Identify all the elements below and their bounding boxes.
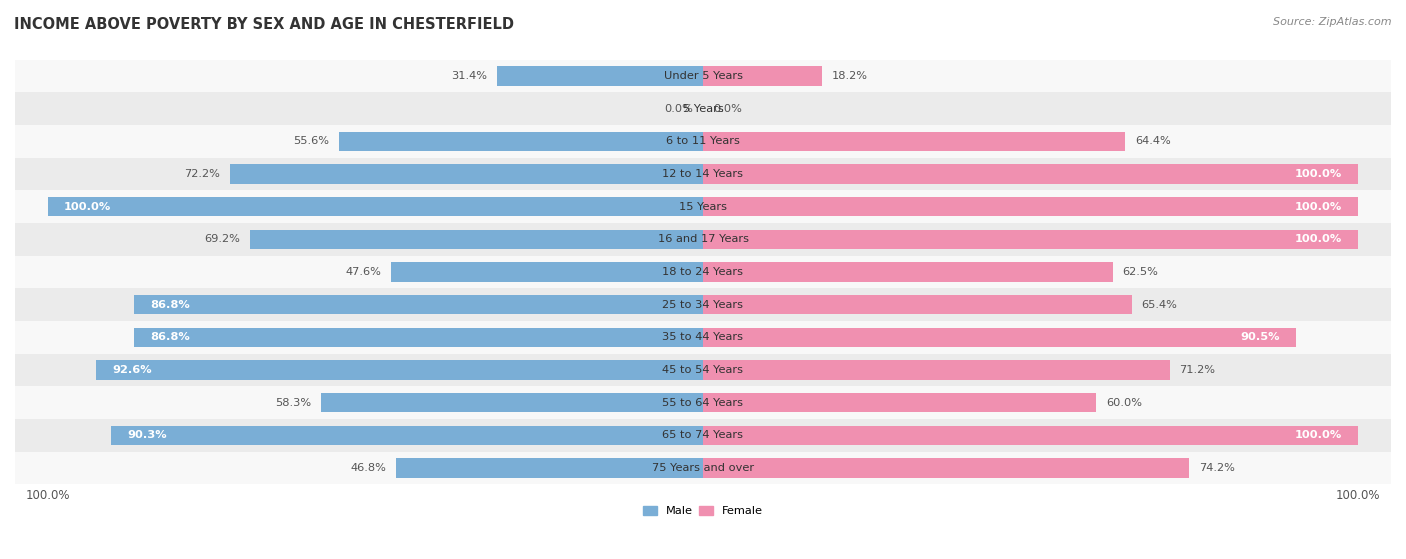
Bar (703, 393, 1097, 413)
Text: 12 to 14 Years: 12 to 14 Years (662, 169, 744, 179)
Text: 69.2%: 69.2% (204, 234, 240, 244)
Text: 90.5%: 90.5% (1240, 332, 1279, 342)
Bar (498, 67, 703, 86)
Text: 18 to 24 Years: 18 to 24 Years (662, 267, 744, 277)
Text: 47.6%: 47.6% (346, 267, 381, 277)
Bar (15, 60, 1391, 92)
Text: 25 to 34 Years: 25 to 34 Years (662, 300, 744, 310)
Text: 0.0%: 0.0% (664, 104, 693, 113)
Bar (15, 452, 1391, 484)
Bar (96, 360, 703, 380)
Text: 60.0%: 60.0% (1107, 397, 1142, 408)
Bar (703, 164, 1358, 184)
Bar (391, 262, 703, 282)
Bar (15, 223, 1391, 255)
Bar (703, 458, 1189, 478)
Text: 18.2%: 18.2% (832, 71, 868, 81)
Bar (703, 360, 1170, 380)
Bar (15, 419, 1391, 452)
Text: 100.0%: 100.0% (1295, 234, 1341, 244)
Bar (703, 425, 1358, 445)
Bar (231, 164, 703, 184)
Text: 6 to 11 Years: 6 to 11 Years (666, 136, 740, 146)
Bar (134, 328, 703, 347)
Text: 55 to 64 Years: 55 to 64 Years (662, 397, 744, 408)
Text: 100.0%: 100.0% (1295, 169, 1341, 179)
Legend: Male, Female: Male, Female (638, 501, 768, 521)
Bar (703, 67, 823, 86)
Bar (703, 197, 1358, 216)
Bar (15, 92, 1391, 125)
Bar (15, 288, 1391, 321)
Text: 86.8%: 86.8% (150, 300, 190, 310)
Bar (339, 131, 703, 151)
Text: 100.0%: 100.0% (65, 202, 111, 212)
Text: 75 Years and over: 75 Years and over (652, 463, 754, 473)
Text: 72.2%: 72.2% (184, 169, 221, 179)
Bar (111, 425, 703, 445)
Bar (15, 354, 1391, 386)
Bar (703, 131, 1125, 151)
Text: 58.3%: 58.3% (276, 397, 311, 408)
Text: 31.4%: 31.4% (451, 71, 488, 81)
Bar (703, 262, 1112, 282)
Bar (321, 393, 703, 413)
Text: 5 Years: 5 Years (683, 104, 723, 113)
Bar (15, 386, 1391, 419)
Text: 15 Years: 15 Years (679, 202, 727, 212)
Text: 45 to 54 Years: 45 to 54 Years (662, 365, 744, 375)
Text: Source: ZipAtlas.com: Source: ZipAtlas.com (1274, 17, 1392, 27)
Text: 16 and 17 Years: 16 and 17 Years (658, 234, 748, 244)
Bar (396, 458, 703, 478)
Text: 86.8%: 86.8% (150, 332, 190, 342)
Bar (703, 328, 1296, 347)
Text: Under 5 Years: Under 5 Years (664, 71, 742, 81)
Text: 62.5%: 62.5% (1122, 267, 1159, 277)
Text: 65 to 74 Years: 65 to 74 Years (662, 430, 744, 440)
Bar (703, 230, 1358, 249)
Text: 55.6%: 55.6% (292, 136, 329, 146)
Text: 65.4%: 65.4% (1142, 300, 1177, 310)
Bar (250, 230, 703, 249)
Bar (15, 125, 1391, 158)
Text: 74.2%: 74.2% (1199, 463, 1234, 473)
Text: 64.4%: 64.4% (1135, 136, 1171, 146)
Text: 92.6%: 92.6% (112, 365, 152, 375)
Bar (48, 197, 703, 216)
Text: 100.0%: 100.0% (1295, 202, 1341, 212)
Text: 100.0%: 100.0% (1295, 430, 1341, 440)
Bar (15, 158, 1391, 191)
Bar (15, 191, 1391, 223)
Bar (703, 295, 1132, 315)
Bar (134, 295, 703, 315)
Text: 90.3%: 90.3% (128, 430, 167, 440)
Bar (15, 255, 1391, 288)
Bar (15, 321, 1391, 354)
Text: 71.2%: 71.2% (1180, 365, 1215, 375)
Text: 46.8%: 46.8% (350, 463, 387, 473)
Text: 35 to 44 Years: 35 to 44 Years (662, 332, 744, 342)
Text: INCOME ABOVE POVERTY BY SEX AND AGE IN CHESTERFIELD: INCOME ABOVE POVERTY BY SEX AND AGE IN C… (14, 17, 515, 32)
Text: 0.0%: 0.0% (713, 104, 742, 113)
